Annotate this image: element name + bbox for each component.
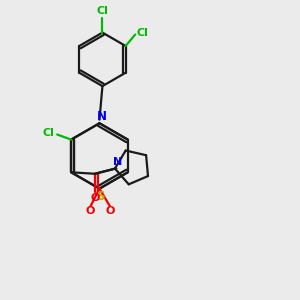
Text: Cl: Cl <box>137 28 148 38</box>
Text: O: O <box>85 206 94 216</box>
Text: S: S <box>96 190 104 203</box>
Text: O: O <box>106 206 115 216</box>
Text: Cl: Cl <box>97 6 108 16</box>
Text: N: N <box>97 110 107 123</box>
Text: Cl: Cl <box>43 128 55 138</box>
Text: O: O <box>91 193 100 203</box>
Text: N: N <box>113 157 122 167</box>
